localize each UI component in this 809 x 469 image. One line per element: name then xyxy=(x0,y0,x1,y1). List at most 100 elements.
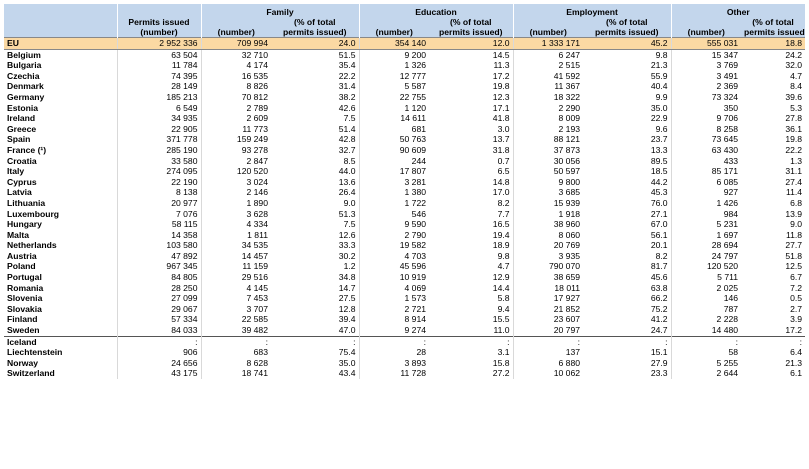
table-row: Germany 185 213 70 812 38.2 22 755 12.3 18 322… xyxy=(4,91,805,103)
value-cell: 63 430 xyxy=(670,144,742,156)
value-cell: 15.5 xyxy=(492,314,510,325)
value-cell: 39.6 xyxy=(785,91,803,102)
value-cell: 5 231 xyxy=(670,219,742,230)
subheader-percent: (% of total permits issued) xyxy=(429,17,514,38)
value-cell: 11 784 xyxy=(116,60,201,71)
value-cell: : xyxy=(116,335,201,348)
value-cell: 20.1 xyxy=(650,240,668,251)
value-cell: 11 728 xyxy=(358,368,430,379)
value-cell: 85 171 xyxy=(670,166,742,177)
value-cell: 4 069 xyxy=(358,282,430,294)
value-cell: 17 927 xyxy=(512,293,584,304)
value-cell: 2 721 xyxy=(358,303,430,315)
value-cell: 350 xyxy=(670,102,742,114)
eu-total-row: EU 2 952 336 709 994 24.0 354 140 12.0 1 333 1… xyxy=(4,37,806,50)
value-cell: 6 247 xyxy=(512,49,584,61)
value-cell: 4.7 xyxy=(497,261,510,272)
value-cell: 93 278 xyxy=(200,144,271,156)
value-cell: 5 711 xyxy=(670,272,742,283)
value-cell: 12.6 xyxy=(338,229,356,240)
value-cell: 555 031 xyxy=(670,37,742,50)
family-header: Family xyxy=(200,4,360,17)
country-header xyxy=(4,4,117,38)
value-cell: 2 847 xyxy=(200,155,271,167)
value-cell: 17.2 xyxy=(492,70,510,81)
value-cell: 4 334 xyxy=(200,219,271,230)
country-cell: Cyprus xyxy=(7,176,37,187)
value-cell: 34 935 xyxy=(116,113,201,124)
value-cell: 45.2 xyxy=(583,37,672,50)
table-row: Bulgaria 11 784 4 174 35.4 1 326 11.3 2 515 21.… xyxy=(4,60,805,71)
value-cell: 42.6 xyxy=(338,102,356,113)
value-cell: 15 939 xyxy=(512,197,584,209)
value-cell: 47 892 xyxy=(116,250,201,262)
value-cell: 18 322 xyxy=(512,91,584,103)
country-cell: Czechia xyxy=(7,70,40,81)
value-cell: 2 290 xyxy=(512,102,584,114)
value-cell: 89.5 xyxy=(650,155,668,166)
value-cell: 14.4 xyxy=(492,282,510,293)
value-cell: 14 480 xyxy=(670,325,742,337)
value-cell: 28 250 xyxy=(116,282,201,294)
value-cell: : xyxy=(741,335,806,348)
value-cell: 32.7 xyxy=(338,144,356,155)
table-body: EU 2 952 336 709 994 24.0 354 140 12.0 1 333 1… xyxy=(4,37,806,379)
value-cell: 75.2 xyxy=(650,303,668,314)
table-row: Slovakia 29 067 3 707 12.8 2 721 9.4 21 852 75.… xyxy=(4,303,805,315)
value-cell: 6 549 xyxy=(116,102,201,114)
value-cell: 3 628 xyxy=(200,208,271,220)
value-cell: 120 520 xyxy=(670,261,742,273)
table-row: Denmark 28 149 8 826 31.4 5 587 19.8 11 367 40.… xyxy=(4,81,805,92)
value-cell: 11.0 xyxy=(493,325,510,336)
value-cell: 6.5 xyxy=(497,166,510,177)
country-cell: Croatia xyxy=(7,155,37,166)
value-cell: 24.0 xyxy=(271,37,360,50)
country-cell: Malta xyxy=(7,229,29,240)
value-cell: 354 140 xyxy=(358,37,430,50)
value-cell: 1 326 xyxy=(358,60,430,71)
table-row: Portugal 84 805 29 516 34.8 10 919 12.9 38 659… xyxy=(4,272,805,283)
subheader-percent: (% of total permits issued) xyxy=(741,17,806,38)
subheader-row: (number) (% of total permits issued) (numbe… xyxy=(4,17,806,38)
value-cell: 19 582 xyxy=(358,240,430,251)
country-cell: Bulgaria xyxy=(7,60,42,71)
subheader-number: (number) xyxy=(358,17,430,38)
value-cell: 13.3 xyxy=(650,144,668,155)
value-cell: 20 977 xyxy=(116,197,201,209)
value-cell: 27.7 xyxy=(785,240,803,251)
value-cell: 63.8 xyxy=(650,282,668,293)
value-cell: 27.8 xyxy=(785,113,803,124)
value-cell: 19.8 xyxy=(492,81,510,92)
value-cell: 21 852 xyxy=(512,303,584,315)
value-cell: 23 607 xyxy=(512,314,584,326)
value-cell: 4.7 xyxy=(790,70,803,81)
value-cell: 9.0 xyxy=(790,219,803,230)
value-cell: 28 149 xyxy=(116,81,201,92)
value-cell: 58 xyxy=(670,347,742,358)
value-cell: 35.0 xyxy=(338,357,356,368)
table-row: Switzerland 43 175 18 741 43.4 11 728 27.2 10 … xyxy=(4,368,805,379)
value-cell: 57 334 xyxy=(116,314,201,326)
subheader-number: (number) xyxy=(512,17,584,38)
country-cell: Slovenia xyxy=(7,293,43,304)
value-cell: 12.3 xyxy=(492,91,510,102)
value-cell: 47.0 xyxy=(338,325,356,336)
value-cell: 22 190 xyxy=(116,176,201,188)
table-row: Italy 274 095 120 520 44.0 17 807 6.5 50 597 18… xyxy=(4,166,805,177)
country-cell: France (¹) xyxy=(7,144,47,155)
value-cell: 3.1 xyxy=(497,347,510,358)
value-cell: 11.8 xyxy=(785,229,803,240)
value-cell: 51.3 xyxy=(338,208,356,219)
value-cell: 34.8 xyxy=(338,272,356,283)
value-cell: 18.5 xyxy=(650,166,668,177)
value-cell: 1 811 xyxy=(200,229,271,241)
value-cell: 51.8 xyxy=(785,250,803,261)
value-cell: 58 115 xyxy=(116,219,201,230)
value-cell: 35.0 xyxy=(650,102,668,113)
value-cell: 31.4 xyxy=(338,81,356,92)
value-cell: 26.4 xyxy=(338,187,356,198)
value-cell: 3 935 xyxy=(512,250,584,262)
value-cell: 50 597 xyxy=(512,166,584,177)
value-cell: 21.3 xyxy=(785,357,803,368)
value-cell: 1 333 171 xyxy=(512,37,584,50)
